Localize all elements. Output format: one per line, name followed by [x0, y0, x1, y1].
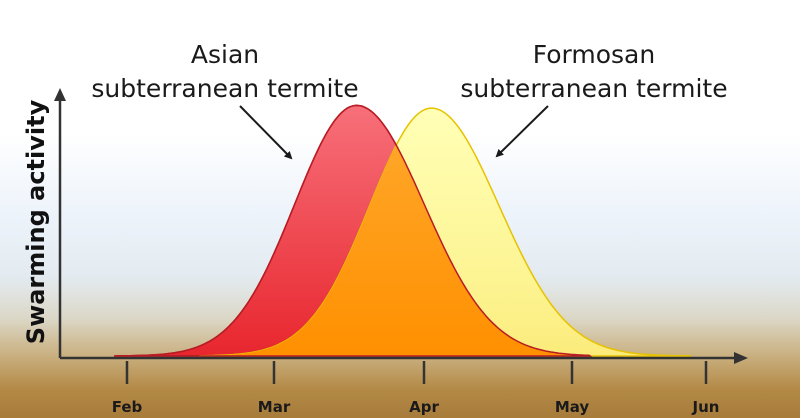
x-tick-label-mar: Mar — [258, 398, 291, 416]
series-layer — [114, 104, 691, 357]
series-label-formosan-line2: subterranean termite — [460, 74, 728, 103]
arrow-formosan — [495, 105, 549, 158]
y-axis-label: Swarming activity — [22, 99, 50, 344]
series-outline-asian — [114, 104, 593, 357]
x-ticks: Feb Mar Apr May Jun — [112, 361, 720, 416]
x-tick-label-apr: Apr — [409, 398, 439, 416]
x-axis-arrow — [734, 352, 748, 364]
series-label-asian: Asian subterranean termite — [60, 38, 390, 106]
x-tick-label-may: May — [555, 398, 590, 416]
y-axis-arrow — [54, 88, 66, 101]
series-area-formosan — [199, 107, 691, 357]
series-label-asian-line2: subterranean termite — [91, 74, 359, 103]
arrow-asian — [239, 105, 293, 160]
axes — [54, 88, 748, 364]
series-label-asian-line1: Asian — [190, 40, 260, 69]
x-tick-label-jun: Jun — [692, 398, 720, 416]
series-label-formosan-line1: Formosan — [532, 40, 656, 69]
series-label-formosan: Formosan subterranean termite — [428, 38, 760, 106]
x-tick-label-feb: Feb — [112, 398, 143, 416]
